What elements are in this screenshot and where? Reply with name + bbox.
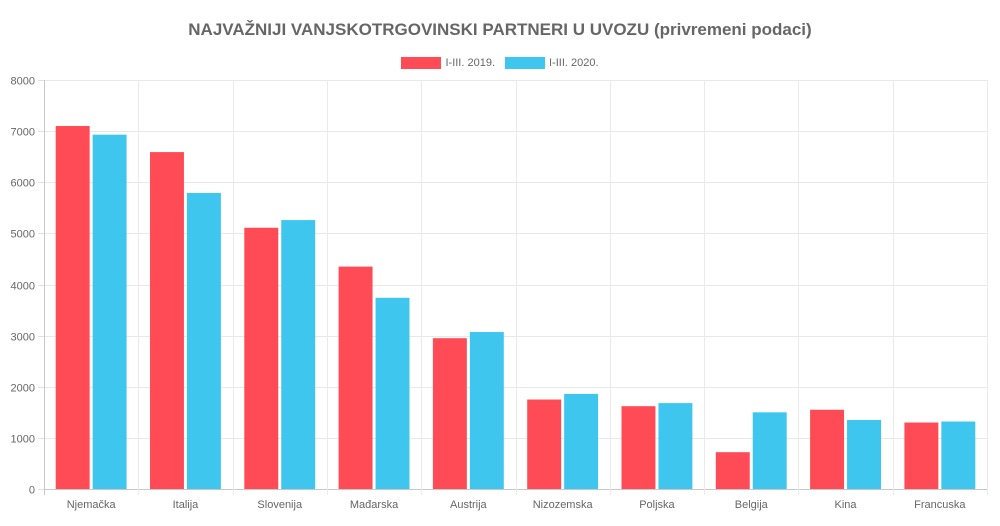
bar-2019[interactable]: [150, 152, 184, 489]
bar-2019[interactable]: [904, 423, 938, 489]
x-tick-label: Njemačka: [67, 499, 117, 511]
y-tick-label: 3000: [11, 332, 35, 344]
bar-2020[interactable]: [376, 298, 410, 489]
x-tick-label: Belgija: [735, 499, 769, 511]
bar-2019[interactable]: [810, 410, 844, 489]
x-tick-label: Francuska: [914, 499, 966, 511]
x-tick-label: Austrija: [450, 499, 488, 511]
bar-2020[interactable]: [658, 403, 692, 489]
bar-2020[interactable]: [93, 135, 127, 489]
bar-2019[interactable]: [433, 338, 467, 489]
x-tick-label: Mađarska: [350, 499, 399, 511]
x-tick-label: Kina: [835, 499, 858, 511]
bar-2019[interactable]: [56, 126, 90, 489]
y-tick-label: 8000: [11, 76, 35, 88]
bar-2020[interactable]: [847, 420, 881, 489]
bar-2020[interactable]: [281, 220, 315, 489]
y-tick-label: 6000: [11, 178, 35, 190]
bar-2019[interactable]: [622, 406, 656, 489]
bar-2020[interactable]: [941, 422, 975, 489]
bar-2020[interactable]: [753, 412, 787, 489]
y-tick-label: 0: [29, 485, 35, 497]
x-tick-label: Nizozemska: [533, 499, 594, 511]
bar-2020[interactable]: [187, 193, 221, 489]
x-tick-label: Slovenija: [257, 499, 303, 511]
y-tick-label: 7000: [11, 127, 35, 139]
bar-2020[interactable]: [564, 394, 598, 489]
bar-2020[interactable]: [470, 332, 504, 489]
x-tick-label: Italija: [173, 499, 200, 511]
y-tick-label: 2000: [11, 383, 35, 395]
bar-2019[interactable]: [527, 400, 561, 489]
bar-2019[interactable]: [716, 452, 750, 489]
y-tick-label: 4000: [11, 281, 35, 293]
x-tick-label: Poljska: [639, 499, 675, 511]
y-tick-label: 1000: [11, 434, 35, 446]
y-tick-label: 5000: [11, 229, 35, 241]
bar-2019[interactable]: [244, 228, 278, 489]
bar-2019[interactable]: [339, 267, 373, 489]
